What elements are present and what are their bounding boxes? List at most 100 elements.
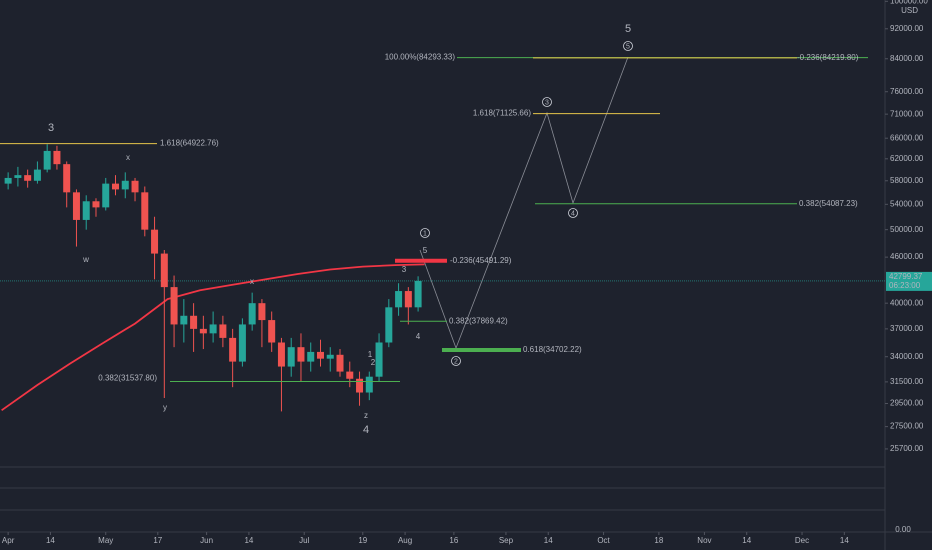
candle-body xyxy=(112,183,120,190)
x-tick-label: 16 xyxy=(449,536,458,545)
y-tick-label: 92000.00 xyxy=(890,24,924,33)
fib-level-label: 100.00%(84293.33) xyxy=(385,53,456,62)
y-tick-label: 27500.00 xyxy=(890,422,924,431)
x-tick-label: Apr xyxy=(2,536,15,545)
candle-body xyxy=(131,180,139,193)
x-tick-label: 14 xyxy=(46,536,55,545)
x-tick-label: 14 xyxy=(244,536,253,545)
candle-body xyxy=(72,192,80,220)
last-price-label: 42799.37 xyxy=(889,272,923,281)
x-tick-label: 17 xyxy=(153,536,162,545)
candle-body xyxy=(43,150,51,170)
wave-label: 5 xyxy=(625,23,631,35)
candle-body xyxy=(219,324,227,338)
currency-label: USD xyxy=(901,6,918,15)
candle-body xyxy=(326,354,334,359)
fib-level-label: -0.236(84219.80) xyxy=(797,53,859,62)
wave-circle xyxy=(420,228,430,238)
wave-label: 1 xyxy=(368,350,373,359)
wave-label: z xyxy=(364,411,368,420)
wave-label: 4 xyxy=(416,332,421,341)
x-tick-label: Nov xyxy=(697,536,711,545)
candle-body xyxy=(92,201,100,208)
candle-body xyxy=(82,201,90,220)
y-tick-label: 71000.00 xyxy=(890,109,924,118)
circled-wave-label: 4 xyxy=(571,210,575,217)
candle-body xyxy=(121,180,129,190)
wave-label: 3 xyxy=(48,122,54,134)
wave-circle xyxy=(568,208,578,218)
x-tick-label: 19 xyxy=(358,536,367,545)
candle-body xyxy=(141,192,149,230)
wave-label: x xyxy=(126,153,130,162)
x-tick-label: 14 xyxy=(840,536,849,545)
y-tick-label: 37000.00 xyxy=(890,324,924,333)
candle-body xyxy=(375,342,383,377)
wave-label: 3 xyxy=(402,265,407,274)
wave-circle xyxy=(451,356,461,366)
fib-level-label: 0.382(37869.42) xyxy=(449,316,508,325)
y-tick-label: 31500.00 xyxy=(890,377,924,386)
candle-body xyxy=(346,371,354,379)
candle-body xyxy=(395,291,403,308)
candle-body xyxy=(170,287,178,325)
candle-body xyxy=(180,315,188,325)
wave-label: w xyxy=(82,255,89,264)
x-tick-label: Aug xyxy=(398,536,412,545)
circled-wave-label: 1 xyxy=(423,230,427,237)
y-tick-label: 84000.00 xyxy=(890,54,924,63)
candle-body xyxy=(258,303,266,321)
candle-body xyxy=(248,303,256,325)
fib-level-label: 0.618(34702.22) xyxy=(523,345,582,354)
y-tick-label: 66000.00 xyxy=(890,133,924,142)
candle-body xyxy=(277,342,285,367)
y-tick-label: 76000.00 xyxy=(890,87,924,96)
y-tick-label: 40000.00 xyxy=(890,298,924,307)
x-tick-label: Oct xyxy=(597,536,610,545)
candle-body xyxy=(151,229,159,254)
candle-body xyxy=(365,376,373,393)
candle-body xyxy=(33,169,41,181)
circled-wave-label: 3 xyxy=(545,99,549,106)
x-tick-label: Jul xyxy=(299,536,309,545)
fib-level-label: 1.618(71125.66) xyxy=(473,109,531,118)
x-tick-label: 14 xyxy=(544,536,553,545)
wave-circle xyxy=(542,97,552,107)
y-tick-label: 54000.00 xyxy=(890,199,924,208)
candle-body xyxy=(268,320,276,343)
y-tick-label: 34000.00 xyxy=(890,352,924,361)
candle-body xyxy=(316,351,324,359)
x-tick-label: 18 xyxy=(654,536,663,545)
wave-label: x xyxy=(250,277,254,286)
candle-body xyxy=(14,175,22,178)
candle-body xyxy=(209,324,217,334)
y-tick-label: 58000.00 xyxy=(890,176,924,185)
y-tick-label: 25700.00 xyxy=(890,444,924,453)
candle-body xyxy=(199,328,207,334)
y-tick-label: 100000.00 xyxy=(890,0,928,5)
y-tick-label: 46000.00 xyxy=(890,252,924,261)
candle-body xyxy=(190,315,198,329)
candle-body xyxy=(404,291,412,308)
candle-body xyxy=(336,354,344,372)
wave-circle xyxy=(623,41,633,51)
countdown-label: 06:23:00 xyxy=(889,281,921,290)
candle-body xyxy=(229,337,237,362)
wave-label: 4 xyxy=(363,424,369,436)
fib-level-label: 1.618(64922.76) xyxy=(160,139,219,148)
fib-level-label: 0.382(54087.23) xyxy=(799,199,858,208)
lower-pane-label: 0.00 xyxy=(895,525,911,534)
candle-body xyxy=(53,150,61,165)
candle-body xyxy=(287,347,295,367)
candle-body xyxy=(385,307,393,343)
x-tick-label: Jun xyxy=(200,536,213,545)
candle-body xyxy=(4,177,12,184)
y-tick-label: 29500.00 xyxy=(890,399,924,408)
candle-body xyxy=(24,175,32,181)
circled-wave-label: 5 xyxy=(626,43,630,50)
candle-body xyxy=(297,347,305,362)
wave-label: 2 xyxy=(371,358,376,367)
candle-body xyxy=(63,164,71,193)
wave-label: y xyxy=(163,403,167,412)
